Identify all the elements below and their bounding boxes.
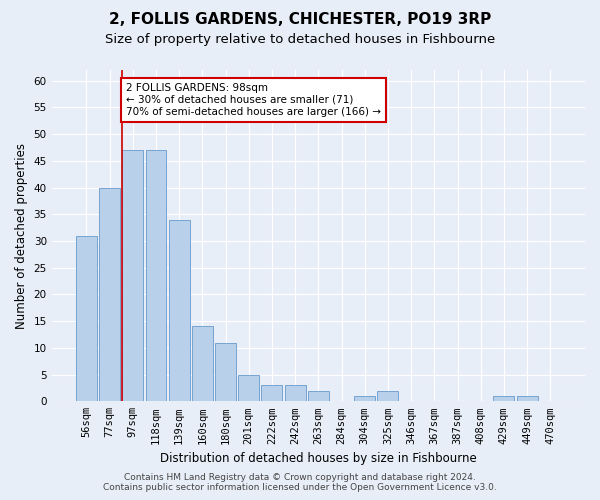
Text: 2 FOLLIS GARDENS: 98sqm
← 30% of detached houses are smaller (71)
70% of semi-de: 2 FOLLIS GARDENS: 98sqm ← 30% of detache… (126, 84, 381, 116)
Bar (493, 396, 514, 402)
Bar (99, 188, 120, 402)
Bar (76, 236, 97, 402)
Bar (215, 342, 236, 402)
Text: Contains HM Land Registry data © Crown copyright and database right 2024.
Contai: Contains HM Land Registry data © Crown c… (103, 473, 497, 492)
Bar (146, 150, 166, 402)
Bar (517, 396, 538, 402)
Text: 2, FOLLIS GARDENS, CHICHESTER, PO19 3RP: 2, FOLLIS GARDENS, CHICHESTER, PO19 3RP (109, 12, 491, 28)
X-axis label: Distribution of detached houses by size in Fishbourne: Distribution of detached houses by size … (160, 452, 477, 465)
Bar (262, 386, 283, 402)
Y-axis label: Number of detached properties: Number of detached properties (15, 142, 28, 328)
Bar (192, 326, 213, 402)
Bar (308, 390, 329, 402)
Bar (238, 374, 259, 402)
Bar (354, 396, 375, 402)
Bar (169, 220, 190, 402)
Bar (377, 390, 398, 402)
Bar (122, 150, 143, 402)
Text: Size of property relative to detached houses in Fishbourne: Size of property relative to detached ho… (105, 32, 495, 46)
Bar (284, 386, 305, 402)
